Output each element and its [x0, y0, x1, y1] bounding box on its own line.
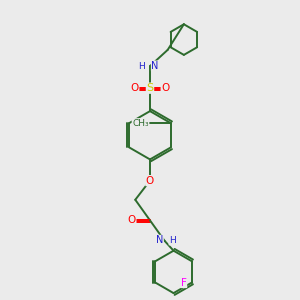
Text: N: N [156, 236, 163, 245]
Text: S: S [146, 83, 154, 93]
Text: O: O [128, 215, 136, 225]
Text: O: O [161, 83, 170, 93]
Text: F: F [181, 278, 187, 287]
Text: CH₃: CH₃ [132, 119, 149, 128]
Text: O: O [146, 176, 154, 186]
Text: H: H [138, 61, 145, 70]
Text: O: O [130, 83, 139, 93]
Text: H: H [169, 236, 176, 245]
Text: N: N [152, 61, 159, 71]
